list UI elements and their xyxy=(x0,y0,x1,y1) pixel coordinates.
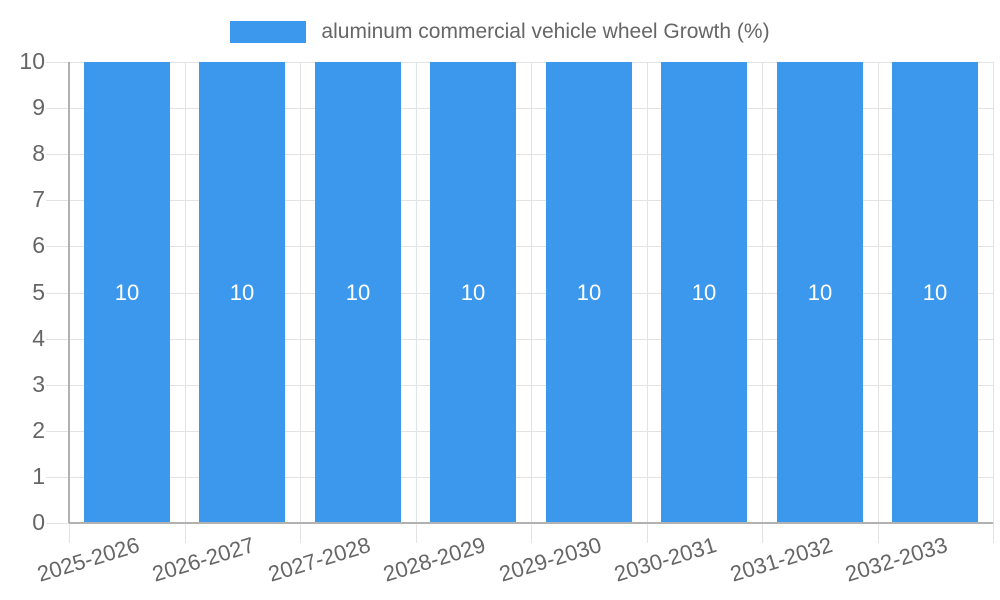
y-gridline xyxy=(46,339,993,340)
bar-value-label: 10 xyxy=(922,280,948,305)
legend-color-swatch xyxy=(230,21,307,43)
bar[interactable] xyxy=(84,62,170,523)
y-tick-label: 2 xyxy=(32,417,45,444)
bar[interactable] xyxy=(199,62,285,523)
bar[interactable] xyxy=(777,62,863,523)
bar[interactable] xyxy=(430,62,516,523)
y-tick-label: 5 xyxy=(32,279,45,306)
y-axis-line xyxy=(68,62,70,523)
y-tick-label: 3 xyxy=(32,371,45,398)
x-gridline xyxy=(185,62,186,543)
x-tick-label: 2030-2031 xyxy=(611,532,720,587)
x-gridline xyxy=(647,62,648,543)
bar-value-label: 10 xyxy=(460,280,486,305)
y-tick-label: 10 xyxy=(19,48,45,75)
y-tick-label: 6 xyxy=(32,232,45,259)
y-gridline xyxy=(46,108,993,109)
x-gridline xyxy=(531,62,532,543)
x-tick-label: 2032-2033 xyxy=(842,532,951,587)
y-gridline xyxy=(46,293,993,294)
y-gridline xyxy=(46,477,993,478)
bar-value-label: 10 xyxy=(576,280,602,305)
y-tick-label: 8 xyxy=(32,140,45,167)
x-gridline xyxy=(878,62,879,543)
y-gridline xyxy=(46,246,993,247)
chart-legend[interactable]: aluminum commercial vehicle wheel Growth… xyxy=(0,21,1000,43)
y-gridline xyxy=(46,154,993,155)
x-gridline xyxy=(993,62,994,543)
y-tick-label: 9 xyxy=(32,94,45,121)
x-tick-label: 2031-2032 xyxy=(726,532,835,587)
x-tick-label: 2026-2027 xyxy=(149,532,258,587)
bar-value-label: 10 xyxy=(229,280,255,305)
bar[interactable] xyxy=(546,62,632,523)
x-tick-label: 2028-2029 xyxy=(380,532,489,587)
legend-label: aluminum commercial vehicle wheel Growth… xyxy=(321,20,770,43)
x-axis-line xyxy=(69,522,993,524)
x-gridline xyxy=(762,62,763,543)
bar[interactable] xyxy=(315,62,401,523)
x-tick-label: 2029-2030 xyxy=(495,532,604,587)
y-gridline xyxy=(46,431,993,432)
y-gridline xyxy=(46,385,993,386)
x-gridline xyxy=(416,62,417,543)
y-tick-label: 4 xyxy=(32,325,45,352)
x-tick-label: 2025-2026 xyxy=(33,532,142,587)
bar[interactable] xyxy=(892,62,978,523)
bar-value-label: 10 xyxy=(345,280,371,305)
bar-value-label: 10 xyxy=(807,280,833,305)
x-gridline xyxy=(300,62,301,543)
y-gridline xyxy=(46,200,993,201)
bar-value-label: 10 xyxy=(114,280,140,305)
y-gridline xyxy=(46,62,993,63)
bar-value-label: 10 xyxy=(691,280,717,305)
x-tick-label: 2027-2028 xyxy=(264,532,373,587)
y-tick-label: 1 xyxy=(32,463,45,490)
y-tick-label: 0 xyxy=(32,509,45,536)
bar[interactable] xyxy=(661,62,747,523)
y-tick-label: 7 xyxy=(32,186,45,213)
